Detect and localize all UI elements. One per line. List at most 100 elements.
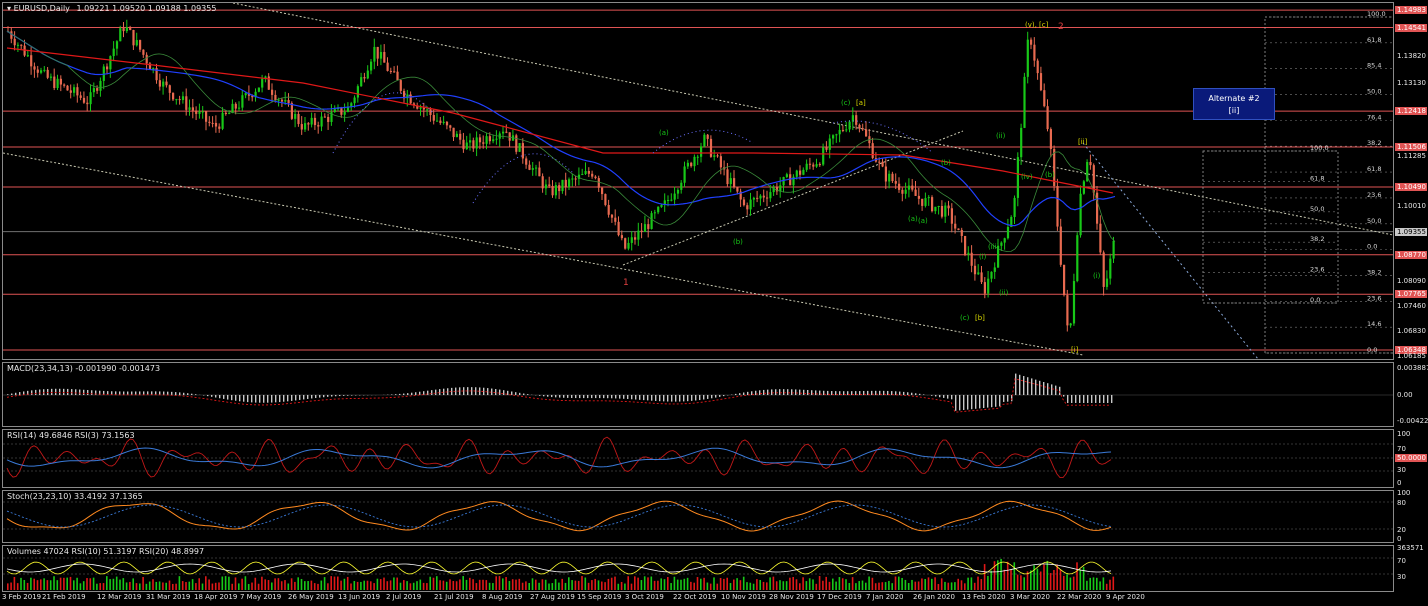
candle-body bbox=[538, 167, 541, 177]
candle-body bbox=[208, 121, 211, 123]
candle-body bbox=[554, 185, 557, 196]
candle-body bbox=[115, 41, 119, 49]
volume-bar bbox=[709, 583, 712, 590]
macd-bar bbox=[751, 391, 753, 395]
fib-level-label: 100.0 bbox=[1367, 10, 1386, 18]
candle-body bbox=[333, 109, 336, 113]
stochastic-lines bbox=[3, 500, 1393, 532]
volume-bar bbox=[284, 580, 286, 590]
macd-bar bbox=[391, 394, 393, 395]
volume-bar bbox=[907, 582, 910, 590]
volume-bar bbox=[1053, 570, 1055, 590]
price-axis-label: 1.06185 bbox=[1397, 352, 1426, 360]
volume-bar bbox=[927, 577, 930, 590]
candle-body bbox=[907, 185, 911, 190]
volumes-pane[interactable]: Volumes 47024 RSI(10) 51.3197 RSI(20) 48… bbox=[2, 545, 1394, 592]
macd-bar bbox=[955, 395, 957, 411]
macd-bar bbox=[559, 395, 561, 398]
macd-pane[interactable]: MACD(23,34,13) -0.001990 -0.001473 bbox=[2, 362, 1394, 427]
volume-bar bbox=[742, 576, 745, 590]
volume-bar bbox=[152, 579, 154, 590]
macd-bar bbox=[467, 387, 469, 395]
macd-bar bbox=[167, 391, 169, 395]
macd-bar bbox=[475, 387, 477, 395]
volume-bar bbox=[224, 576, 227, 590]
volume-bar bbox=[40, 579, 42, 590]
candle-body bbox=[858, 124, 861, 129]
macd-bar bbox=[695, 395, 697, 401]
macd-signal-line bbox=[6, 378, 1111, 413]
time-axis[interactable]: 3 Feb 2019 21 Feb 2019 12 Mar 2019 31 Mar 2… bbox=[0, 592, 1395, 606]
macd-bar bbox=[79, 389, 81, 395]
macd-bar bbox=[1083, 395, 1085, 403]
volume-bar bbox=[465, 579, 468, 590]
macd-bar bbox=[187, 393, 189, 395]
macd-bar bbox=[743, 392, 745, 395]
candle-body bbox=[736, 187, 739, 192]
fib-level-label: 38.2 bbox=[1367, 139, 1381, 147]
macd-bar bbox=[1067, 395, 1069, 403]
candle-body bbox=[59, 78, 62, 85]
time-axis-label: 18 Apr 2019 bbox=[194, 593, 238, 601]
volume-bar bbox=[673, 576, 676, 590]
volume-bar bbox=[637, 577, 639, 590]
stochastic-pane[interactable]: Stoch(23,23,10) 33.4192 37.1365 bbox=[2, 490, 1394, 543]
candle-body bbox=[125, 27, 128, 32]
volume-bar bbox=[624, 583, 626, 590]
macd-bar bbox=[703, 395, 705, 400]
macd-bar bbox=[523, 393, 525, 395]
macd-bar bbox=[511, 391, 513, 395]
price-chart-pane[interactable]: ▾ EURUSD,Daily 1.09221 1.09520 1.09188 1… bbox=[2, 2, 1394, 360]
macd-bar bbox=[223, 395, 225, 399]
volume-bar bbox=[495, 576, 497, 590]
volume-bar bbox=[904, 579, 907, 590]
volume-bar bbox=[429, 576, 431, 590]
candle-body bbox=[782, 177, 785, 186]
candle-body bbox=[294, 113, 297, 119]
candle-body bbox=[271, 89, 274, 95]
volume-bar bbox=[139, 583, 141, 590]
volume-bar bbox=[1023, 577, 1025, 590]
volume-bar bbox=[515, 579, 517, 590]
macd-bar bbox=[351, 395, 353, 396]
candle-body bbox=[231, 103, 234, 113]
macd-bar bbox=[191, 393, 193, 395]
volume-bar bbox=[647, 577, 649, 590]
volume-bar bbox=[389, 580, 392, 590]
macd-bar bbox=[599, 395, 601, 399]
macd-bar bbox=[67, 388, 69, 395]
macd-bar bbox=[687, 395, 689, 402]
time-axis-label: 21 Jul 2019 bbox=[434, 593, 474, 601]
macd-bar bbox=[267, 395, 269, 403]
candle-body bbox=[277, 99, 280, 101]
macd-bar bbox=[159, 391, 161, 395]
dropdown-arrow-icon[interactable]: ▾ bbox=[7, 4, 12, 13]
candle-body bbox=[1049, 129, 1052, 149]
candle-body bbox=[1016, 157, 1019, 198]
candle-body bbox=[828, 138, 831, 150]
candle-body bbox=[310, 117, 313, 125]
candle-body bbox=[610, 214, 614, 218]
time-axis-label: 13 Feb 2020 bbox=[962, 593, 1006, 601]
rsi-current-tag: 50.0000 bbox=[1395, 454, 1427, 462]
macd-bar bbox=[783, 389, 785, 395]
macd-bar bbox=[759, 390, 761, 395]
volume-bar bbox=[56, 580, 59, 590]
candle-body bbox=[937, 205, 940, 207]
candle-body bbox=[709, 138, 713, 157]
candle-body bbox=[323, 116, 326, 118]
candle-body bbox=[855, 115, 858, 125]
macd-bar bbox=[971, 395, 973, 410]
volume-bar bbox=[135, 583, 138, 590]
candle-body bbox=[927, 197, 930, 199]
rsi-pane[interactable]: RSI(14) 49.6846 RSI(3) 73.1563 bbox=[2, 429, 1394, 488]
volume-bar bbox=[178, 576, 181, 590]
candle-body bbox=[673, 193, 676, 200]
volume-bar bbox=[1092, 577, 1095, 590]
time-axis-label: 28 Nov 2019 bbox=[769, 593, 814, 601]
volume-bar bbox=[99, 583, 101, 590]
price-axis[interactable]: 1.14983 1.14541 1.13820 1.13130 1.12418 1.115… bbox=[1395, 2, 1428, 360]
macd-bar bbox=[155, 391, 157, 395]
candle-body bbox=[426, 109, 429, 111]
volume-bar bbox=[422, 582, 425, 590]
